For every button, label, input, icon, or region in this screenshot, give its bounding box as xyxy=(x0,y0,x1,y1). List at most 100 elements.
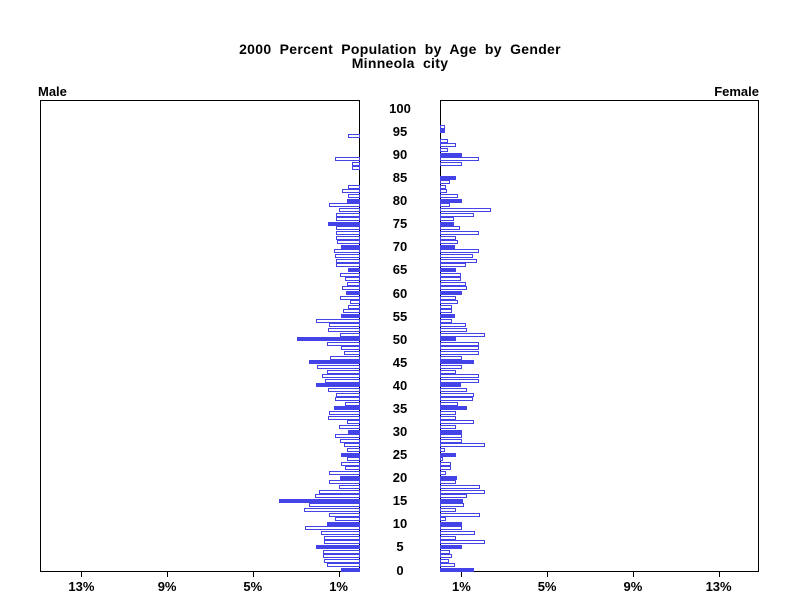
female-bar xyxy=(440,286,467,291)
female-pct-tick-label: 9% xyxy=(623,579,643,594)
male-bar xyxy=(336,235,360,240)
female-bar xyxy=(440,217,454,222)
female-bar xyxy=(440,457,443,462)
female-bar xyxy=(440,508,456,512)
age-tick-label: 15 xyxy=(392,493,408,509)
age-tick-label: 80 xyxy=(392,193,408,209)
male-bar xyxy=(328,221,360,226)
male-pct-tick-label: 1% xyxy=(329,579,348,594)
male-bar xyxy=(335,397,360,402)
male-bar xyxy=(329,471,360,475)
male-bar xyxy=(340,332,360,337)
male-bar xyxy=(330,355,360,360)
female-bar xyxy=(440,531,475,536)
female-bar xyxy=(440,526,462,531)
male-bar xyxy=(327,369,360,374)
female-axis-tick xyxy=(547,572,549,577)
female-bar xyxy=(440,517,446,522)
male-bar xyxy=(316,318,360,323)
female-bar xyxy=(440,568,475,572)
female-pct-tick-label: 1% xyxy=(451,579,471,594)
age-tick-label: 85 xyxy=(392,170,408,186)
male-bar xyxy=(341,244,360,249)
female-axis-label: Female xyxy=(714,84,759,99)
female-bar xyxy=(440,475,457,480)
male-bar xyxy=(346,291,360,295)
female-bar xyxy=(440,544,462,549)
female-bar xyxy=(440,323,466,328)
female-bar xyxy=(440,304,452,309)
male-bar xyxy=(303,508,360,512)
female-bar xyxy=(440,360,474,365)
female-bar xyxy=(440,318,452,323)
age-tick-label: 0 xyxy=(396,562,404,578)
female-bar xyxy=(440,549,451,554)
age-tick-label: 10 xyxy=(392,516,408,532)
male-bar xyxy=(334,406,360,411)
female-bar xyxy=(440,327,467,332)
male-bar xyxy=(345,466,360,471)
female-bar xyxy=(440,448,445,452)
male-bar xyxy=(340,295,360,300)
female-bar xyxy=(440,291,462,295)
female-bar xyxy=(440,346,479,351)
male-bar xyxy=(343,309,360,314)
female-axis-tick xyxy=(461,572,463,577)
male-bar xyxy=(339,424,360,429)
male-bar xyxy=(352,166,360,171)
female-bar xyxy=(440,374,479,379)
male-bar xyxy=(329,480,360,485)
male-bar xyxy=(340,272,360,277)
male-bar xyxy=(336,231,360,235)
female-bar xyxy=(440,521,462,526)
age-tick-label: 25 xyxy=(392,447,408,463)
female-bar xyxy=(440,341,479,346)
male-bar xyxy=(305,526,360,531)
male-bar xyxy=(316,383,360,388)
female-bar xyxy=(440,157,479,162)
male-bar xyxy=(319,489,360,494)
male-bar xyxy=(347,267,360,272)
male-bar xyxy=(328,387,360,392)
male-bar xyxy=(347,429,360,434)
female-bar xyxy=(440,129,445,134)
male-bar xyxy=(322,374,360,379)
male-bar xyxy=(329,323,360,328)
male-bar xyxy=(341,568,360,572)
male-bar xyxy=(342,286,360,291)
female-bar xyxy=(440,397,473,402)
female-bar xyxy=(440,337,456,342)
male-bar xyxy=(334,249,360,254)
female-bar xyxy=(440,212,474,217)
male-bar xyxy=(297,337,360,342)
female-bar xyxy=(440,364,462,369)
male-bar xyxy=(324,558,360,563)
male-bar xyxy=(348,184,360,189)
male-bar xyxy=(309,360,360,365)
female-bar xyxy=(440,152,462,157)
female-bar xyxy=(440,554,452,559)
male-axis-label: Male xyxy=(38,84,67,99)
female-bar xyxy=(440,461,451,466)
male-bar xyxy=(324,535,360,540)
female-bar xyxy=(440,563,455,568)
male-bar xyxy=(347,281,360,286)
male-bar xyxy=(325,378,360,383)
female-bar xyxy=(440,161,462,166)
female-bar xyxy=(440,351,479,355)
female-bar xyxy=(440,411,456,415)
female-bar xyxy=(440,124,445,129)
female-bar xyxy=(440,175,456,180)
male-axis-tick xyxy=(167,572,169,577)
female-bar xyxy=(440,420,474,425)
male-bar xyxy=(278,498,360,503)
female-bar xyxy=(440,480,456,485)
female-bar xyxy=(440,369,456,374)
female-bar xyxy=(440,503,464,508)
male-bar xyxy=(341,461,360,466)
male-bar xyxy=(342,189,360,194)
female-bar xyxy=(440,434,462,439)
female-bar xyxy=(440,332,485,337)
male-bar xyxy=(329,203,360,208)
male-bar xyxy=(345,401,360,406)
